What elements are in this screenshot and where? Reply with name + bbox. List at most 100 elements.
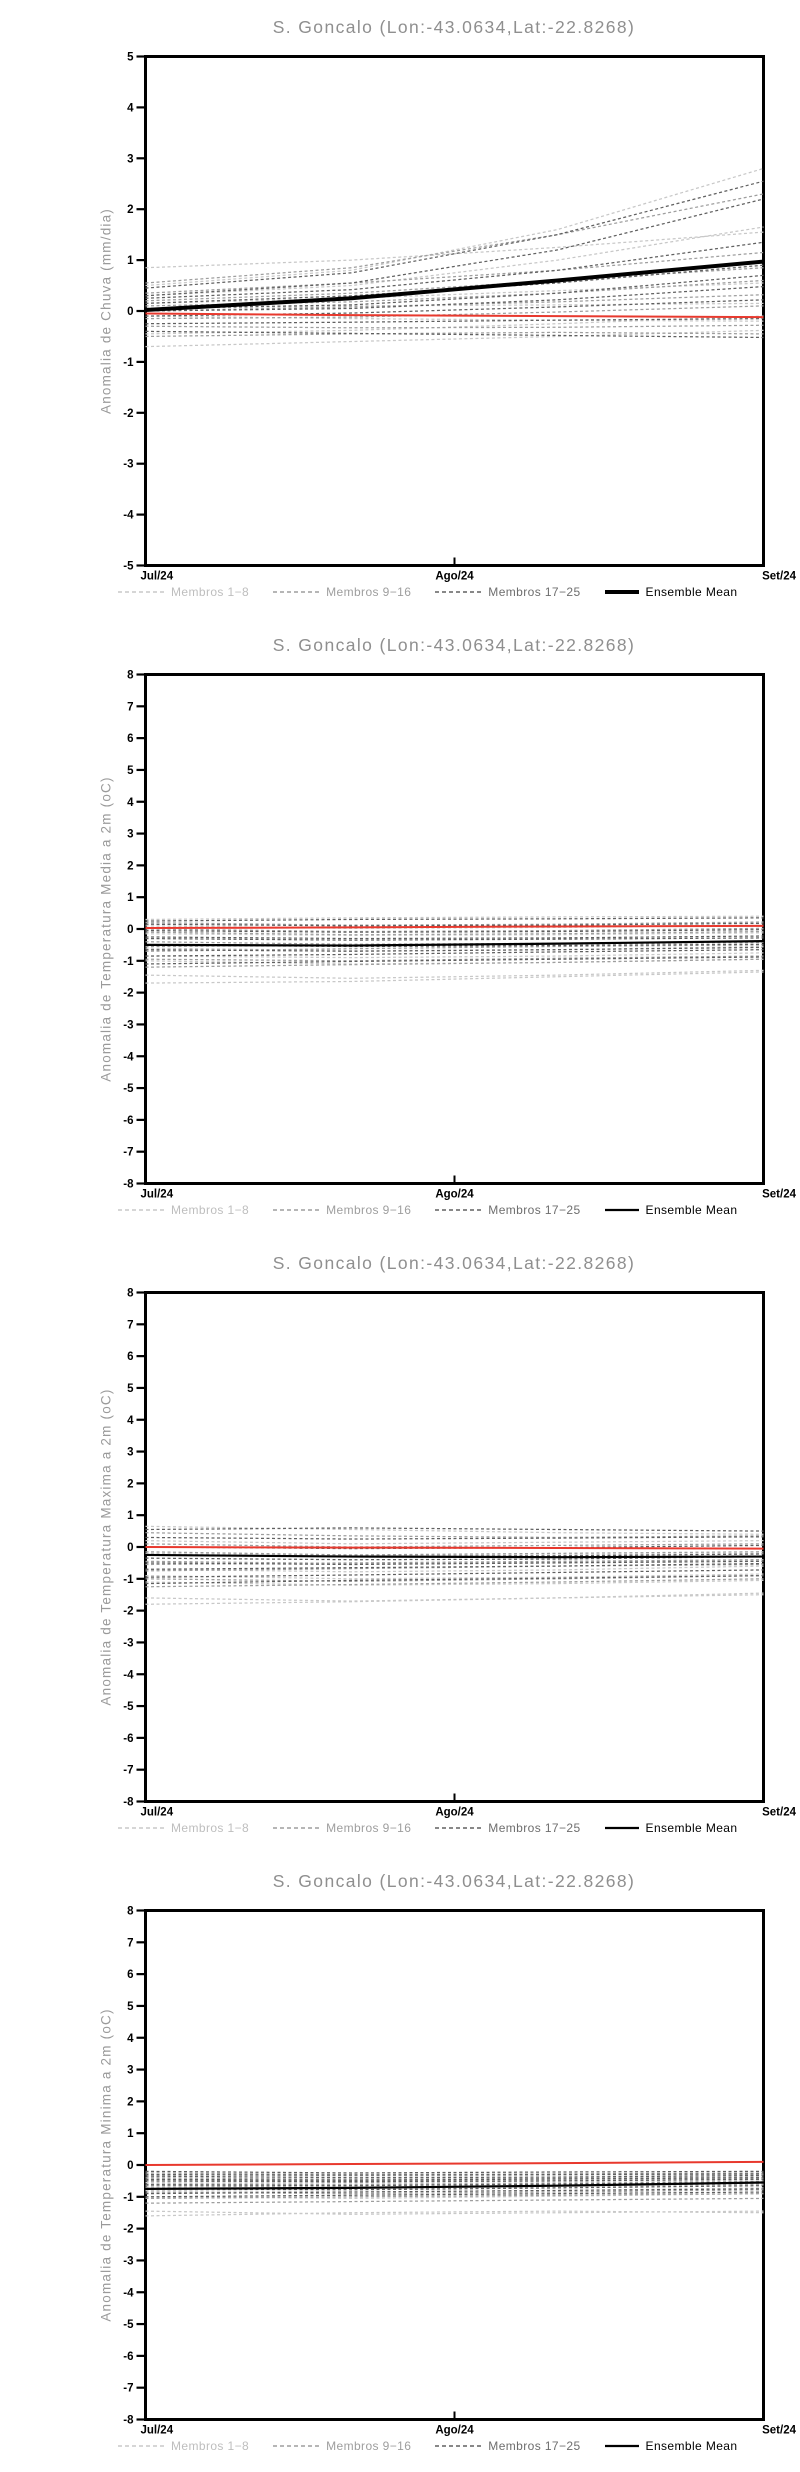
y-tick-label: 6 — [127, 1351, 133, 1363]
legend-label: Membros 1−8 — [171, 585, 250, 599]
member-line — [145, 1578, 764, 1588]
y-tick-label: 2 — [127, 860, 133, 872]
legend-label: Membros 17−25 — [488, 1821, 581, 1835]
y-tick-label: 8 — [127, 1906, 134, 1918]
member-line — [145, 167, 764, 287]
y-tick-label: 1 — [127, 2128, 134, 2140]
legend-dashed-line-sample — [118, 2445, 164, 2447]
y-tick-label: -8 — [123, 1797, 134, 1809]
member-line — [145, 267, 764, 302]
member-line — [145, 949, 764, 957]
member-line — [145, 1579, 764, 1586]
ensemble-mean-line — [145, 259, 764, 312]
y-tick-label: -2 — [123, 2224, 133, 2236]
member-line — [145, 915, 764, 921]
legend-solid-line-sample — [604, 590, 639, 594]
y-tick-label: -3 — [123, 2255, 133, 2267]
y-tick-label: -3 — [123, 1019, 133, 1031]
y-tick-label: 3 — [127, 1447, 133, 1459]
x-tick-label: Ago/24 — [435, 2425, 474, 2437]
member-line — [145, 969, 764, 979]
legend-label: Membros 17−25 — [488, 1203, 581, 1217]
member-line — [145, 1552, 764, 1557]
y-tick-label: -3 — [123, 1637, 133, 1649]
y-tick-label: 4 — [127, 102, 134, 114]
member-line — [145, 2172, 764, 2176]
legend-item: Membros 1−8 — [118, 2439, 249, 2453]
x-tick-label: Jul/24 — [141, 571, 174, 583]
member-line — [145, 318, 764, 325]
y-tick-label: 0 — [127, 924, 133, 936]
legend-label: Membros 9−16 — [326, 1821, 412, 1835]
member-line — [145, 2191, 764, 2198]
y-tick-label: -2 — [123, 1606, 133, 1618]
y-tick-label: -2 — [123, 988, 133, 1000]
member-line — [145, 1559, 764, 1565]
member-line — [145, 1551, 764, 1556]
member-line — [145, 2173, 764, 2177]
member-line — [145, 193, 764, 284]
legend-item: Ensemble Mean — [604, 2439, 738, 2453]
member-line — [145, 198, 764, 297]
y-tick-label: 0 — [127, 306, 133, 318]
y-tick-label: 8 — [127, 1288, 134, 1300]
member-line — [145, 2210, 764, 2215]
y-tick-label: -8 — [123, 2415, 134, 2427]
y-tick-label: 4 — [127, 1415, 134, 1427]
member-line — [145, 1573, 764, 1580]
legend-dashed-line-sample — [118, 1827, 164, 1829]
x-tick-label: Jul/24 — [141, 1189, 174, 1201]
reference-line — [145, 312, 764, 319]
member-line — [145, 921, 764, 926]
member-line — [145, 285, 764, 312]
member-line — [145, 937, 764, 941]
reference-line — [145, 2160, 764, 2166]
x-tick-label: Set/24 — [762, 571, 796, 583]
y-tick-label: -5 — [123, 2319, 134, 2331]
legend-dashed-line-sample — [273, 1209, 320, 1211]
legend-item: Membros 17−25 — [435, 1203, 580, 1217]
y-tick-label: -7 — [123, 1765, 133, 1777]
y-tick-label: 7 — [127, 701, 133, 713]
member-line — [145, 2176, 764, 2180]
member-line — [145, 2188, 764, 2195]
y-tick-label: -1 — [123, 956, 134, 968]
x-tick-label: Ago/24 — [435, 1807, 474, 1819]
member-line — [145, 2174, 764, 2179]
y-tick-label: 3 — [127, 2065, 133, 2077]
member-line — [145, 302, 764, 310]
legend-label: Membros 9−16 — [326, 585, 412, 599]
y-tick-label: -4 — [123, 1051, 134, 1063]
legend-item: Ensemble Mean — [604, 1821, 738, 1835]
legend-label: Ensemble Mean — [645, 2439, 738, 2453]
y-tick-label: 0 — [127, 2160, 133, 2172]
legend-solid-line-sample — [604, 1826, 639, 1830]
y-axis-label: Anomalia de Temperatura Media a 2m (oC) — [98, 776, 114, 1082]
y-tick-label: 2 — [127, 2096, 133, 2108]
y-tick-label: 5 — [127, 765, 134, 777]
member-line — [145, 2177, 764, 2182]
legend-item: Membros 1−8 — [118, 1203, 249, 1217]
legend-dashed-line-sample — [435, 1827, 482, 1829]
member-line — [145, 955, 764, 962]
legend: Membros 1−8 Membros 9−16 Membros 17−25 Ense… — [118, 1821, 788, 1835]
plot-area: 8 7 6 5 4 3 2 1 0 -1 -2 -3 -4 -5 -6 -7 -8 Jul/24 Ago/24 Set… — [123, 670, 796, 1201]
member-line — [145, 1559, 764, 1566]
member-line — [145, 329, 764, 348]
chart-tmax-anomaly: 8 7 6 5 4 3 2 1 0 -1 -2 -3 -4 -5 -6 -7 -8 Jul/24 Ago/24 Set… — [0, 1236, 800, 1854]
y-tick-label: -5 — [123, 1083, 134, 1095]
legend-dashed-line-sample — [435, 1209, 482, 1211]
chart-title: S. Goncalo (Lon:-43.0634,Lat:-22.8268) — [272, 1871, 636, 1891]
member-line — [145, 1536, 764, 1540]
y-tick-label: 7 — [127, 1937, 133, 1949]
y-tick-label: 4 — [127, 797, 134, 809]
member-line — [145, 2178, 764, 2183]
chart-tmin-anomaly: 8 7 6 5 4 3 2 1 0 -1 -2 -3 -4 -5 -6 -7 -8 Jul/24 Ago/24 Set… — [0, 1854, 800, 2472]
legend-item: Membros 9−16 — [273, 2439, 411, 2453]
y-tick-label: 0 — [127, 1542, 133, 1554]
member-line — [145, 251, 764, 294]
member-line — [145, 1555, 764, 1561]
legend-dashed-line-sample — [273, 591, 320, 593]
legend-label: Ensemble Mean — [645, 1821, 738, 1835]
legend-dashed-line-sample — [435, 2445, 482, 2447]
